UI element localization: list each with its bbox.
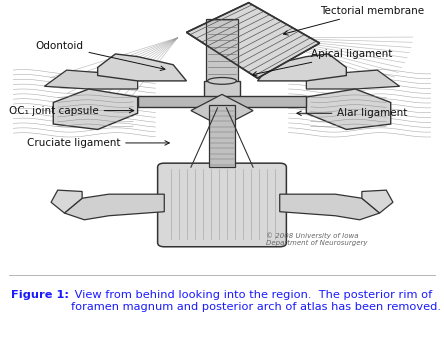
Polygon shape bbox=[98, 54, 186, 81]
Text: © 2008 University of Iowa
Department of Neurosurgery: © 2008 University of Iowa Department of … bbox=[266, 232, 368, 246]
Bar bbox=[204, 81, 240, 108]
Text: Figure 1:: Figure 1: bbox=[11, 290, 69, 300]
Polygon shape bbox=[191, 94, 253, 127]
Bar bbox=[206, 19, 238, 86]
Ellipse shape bbox=[207, 77, 236, 84]
Text: View from behind looking into the region.  The posterior rim of
foramen magnum a: View from behind looking into the region… bbox=[71, 290, 441, 312]
Polygon shape bbox=[258, 54, 346, 81]
FancyBboxPatch shape bbox=[158, 163, 286, 247]
Text: Apical ligament: Apical ligament bbox=[253, 49, 392, 76]
Text: Tectorial membrane: Tectorial membrane bbox=[283, 6, 424, 35]
Text: Cruciate ligament: Cruciate ligament bbox=[27, 138, 169, 148]
Text: Odontoid: Odontoid bbox=[36, 41, 165, 71]
Polygon shape bbox=[362, 190, 393, 213]
Bar bbox=[209, 105, 235, 167]
Polygon shape bbox=[53, 89, 138, 130]
Text: OC₁ joint capsule: OC₁ joint capsule bbox=[9, 106, 134, 115]
Polygon shape bbox=[51, 190, 82, 213]
Polygon shape bbox=[186, 3, 320, 78]
Polygon shape bbox=[44, 70, 138, 89]
Polygon shape bbox=[280, 194, 380, 220]
Bar bbox=[138, 96, 306, 106]
Polygon shape bbox=[306, 70, 400, 89]
Polygon shape bbox=[64, 194, 164, 220]
Text: Alar ligament: Alar ligament bbox=[297, 108, 408, 118]
Polygon shape bbox=[306, 89, 391, 130]
